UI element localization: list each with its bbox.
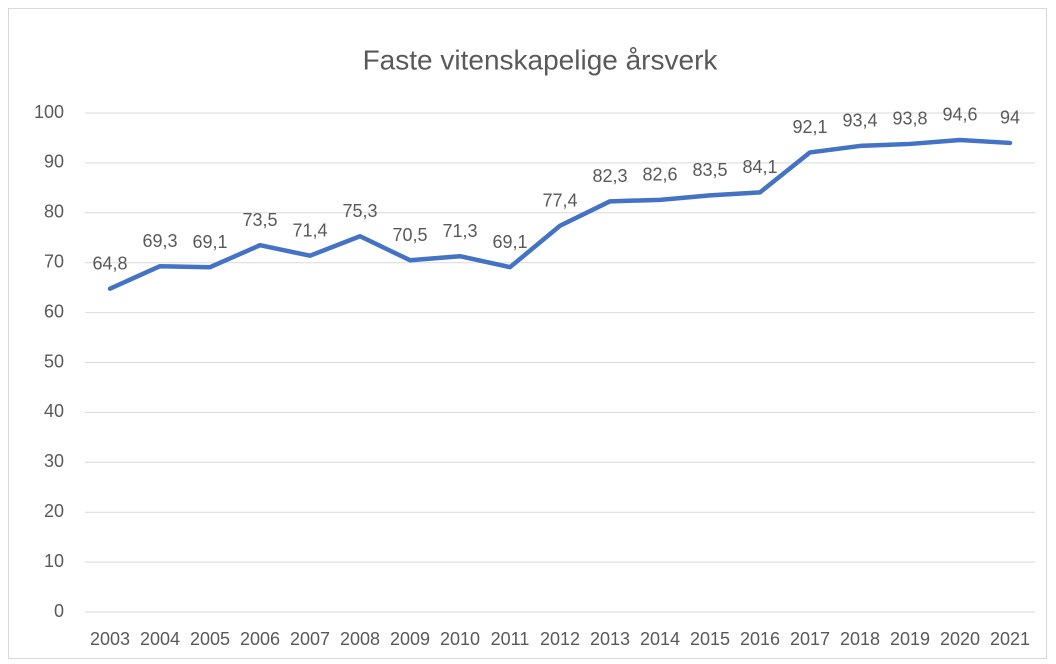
- x-tick-label: 2013: [590, 629, 630, 649]
- data-label: 82,6: [642, 165, 677, 185]
- x-tick-label: 2011: [491, 629, 530, 649]
- y-tick-label: 60: [44, 301, 64, 321]
- x-tick-label: 2015: [690, 629, 730, 649]
- data-label: 83,5: [692, 160, 727, 180]
- data-label: 93,4: [842, 111, 877, 131]
- data-label: 64,8: [92, 253, 127, 273]
- data-line: [107, 137, 1013, 291]
- x-tick-label: 2014: [640, 629, 680, 649]
- y-tick-label: 90: [44, 152, 64, 172]
- y-tick-label: 80: [44, 202, 64, 222]
- x-tick-label: 2020: [940, 629, 980, 649]
- data-label: 73,5: [242, 210, 277, 230]
- y-tick-label: 0: [54, 601, 64, 621]
- chart-title: Faste vitenskapelige årsverk: [363, 44, 719, 75]
- x-tick-label: 2018: [840, 629, 880, 649]
- x-tick-label: 2017: [790, 629, 830, 649]
- x-tick-label: 2008: [340, 629, 380, 649]
- data-label: 69,1: [492, 232, 527, 252]
- x-tick-label: 2009: [390, 629, 430, 649]
- x-tick-label: 2003: [90, 629, 130, 649]
- data-label: 94: [1000, 108, 1020, 128]
- y-tick-label: 20: [44, 501, 64, 521]
- data-label: 70,5: [392, 225, 427, 245]
- y-tick-label: 100: [34, 102, 64, 122]
- data-label: 69,3: [142, 231, 177, 251]
- x-tick-label: 2019: [890, 629, 930, 649]
- data-label: 71,3: [442, 221, 477, 241]
- x-tick-label: 2010: [440, 629, 480, 649]
- data-label: 82,3: [592, 166, 627, 186]
- x-tick-label: 2007: [290, 629, 330, 649]
- y-tick-label: 70: [44, 251, 64, 271]
- y-tick-label: 10: [44, 551, 64, 571]
- x-tick-label: 2021: [990, 629, 1030, 649]
- data-label: 93,8: [892, 109, 927, 129]
- data-label: 92,1: [792, 117, 827, 137]
- chart-border: [8, 8, 1047, 659]
- y-tick-label: 40: [44, 401, 64, 421]
- x-tick-label: 2016: [740, 629, 780, 649]
- data-label: 71,4: [292, 220, 327, 240]
- data-label: 84,1: [742, 157, 777, 177]
- x-tick-label: 2012: [540, 629, 580, 649]
- y-tick-label: 50: [44, 351, 64, 371]
- data-label: 69,1: [192, 232, 227, 252]
- x-tick-label: 2006: [240, 629, 280, 649]
- y-tick-label: 30: [44, 451, 64, 471]
- data-label: 94,6: [942, 105, 977, 125]
- x-tick-label: 2004: [140, 629, 180, 649]
- data-label: 75,3: [342, 201, 377, 221]
- x-tick-label: 2005: [190, 629, 230, 649]
- data-label: 77,4: [542, 191, 577, 211]
